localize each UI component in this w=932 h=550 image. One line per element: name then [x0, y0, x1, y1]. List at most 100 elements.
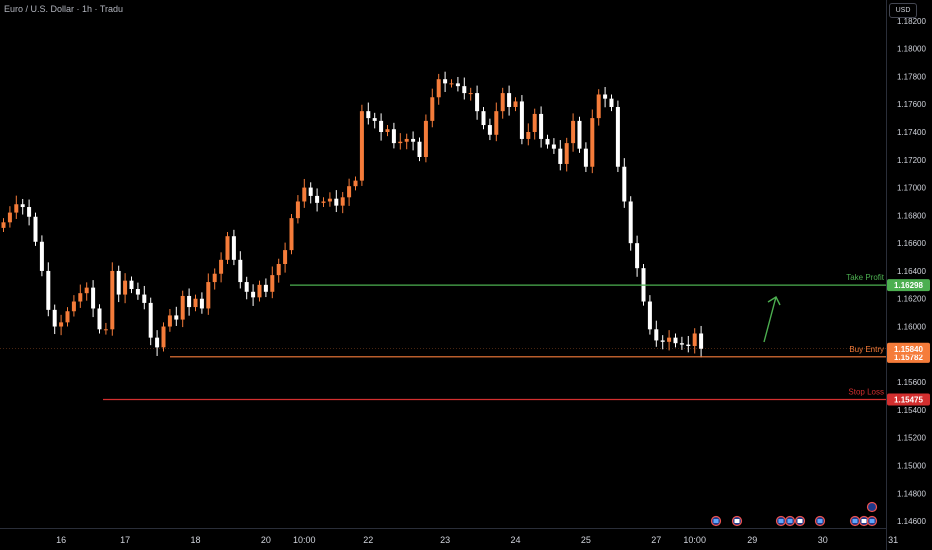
candle-body [449, 83, 454, 85]
event-flag-icon[interactable] [775, 515, 787, 527]
candle-body [590, 118, 595, 167]
candle-body [39, 241, 44, 271]
candle-body [103, 329, 108, 331]
event-flag-inner [852, 519, 858, 523]
candle [571, 113, 576, 152]
candle-body [487, 125, 492, 135]
level-name: Buy Entry [849, 345, 884, 354]
candle-body [20, 204, 25, 208]
candle [539, 106, 544, 148]
candle [500, 87, 505, 119]
candle [423, 114, 428, 163]
candle [513, 97, 518, 112]
candle-body [193, 298, 198, 308]
event-flag-icon[interactable] [849, 515, 861, 527]
candle [206, 273, 211, 315]
current-price-tag [887, 342, 930, 355]
candle-body [359, 111, 364, 181]
candle-body [33, 216, 38, 242]
current-price-label: 1.15840 [894, 345, 923, 354]
candle-body [315, 195, 320, 203]
arrow-shaft [763, 296, 777, 343]
candle [65, 307, 70, 327]
candle-body [500, 93, 505, 112]
candle [366, 102, 371, 125]
candle-body [462, 86, 467, 94]
candle [71, 295, 76, 317]
candle-body [155, 337, 160, 348]
event-flag-icon[interactable] [710, 515, 722, 527]
candle-body [519, 101, 524, 139]
event-flag-icon[interactable] [784, 515, 796, 527]
time-tick-label: 23 [440, 535, 450, 545]
time-tick-label: 24 [510, 535, 520, 545]
candle-body [263, 284, 268, 292]
event-flag-icon[interactable] [794, 515, 806, 527]
candle-body [667, 337, 672, 342]
candle-body [526, 132, 531, 139]
candle-body [475, 93, 480, 112]
candle [590, 109, 595, 174]
candle [257, 280, 262, 302]
event-markers[interactable] [710, 501, 878, 527]
candle [263, 278, 268, 298]
candle [91, 280, 96, 318]
candle-body [199, 298, 204, 309]
candle-body [283, 250, 288, 264]
candle [315, 188, 320, 212]
candle-body [129, 280, 134, 290]
candle [180, 290, 185, 328]
level-stop-loss[interactable]: Stop Loss 1.15475 [103, 387, 930, 406]
candle-body [52, 309, 57, 327]
candle-body [513, 101, 518, 107]
event-flag-icon[interactable] [866, 501, 878, 513]
candle [225, 232, 230, 264]
candle-body [411, 138, 416, 142]
candle [244, 276, 249, 300]
candle-body [379, 120, 384, 132]
candle-body [231, 236, 236, 260]
candle-body [327, 198, 332, 202]
candle-body [583, 148, 588, 167]
candle-body [295, 201, 300, 219]
candle-body [59, 322, 64, 327]
candle [462, 77, 467, 100]
event-flag-icon[interactable] [814, 515, 826, 527]
time-tick-label: 20 [261, 535, 271, 545]
candle [411, 131, 416, 151]
time-axis[interactable]: 16 17 18 20 10:00 22 23 24 25 27 10:00 29 30 31 [56, 535, 898, 545]
candle [103, 322, 108, 335]
candle-body [91, 287, 96, 309]
currency-selector[interactable]: USD [889, 3, 917, 18]
event-flag-icon[interactable] [731, 515, 743, 527]
candle [193, 294, 198, 312]
time-tick-label: 22 [363, 535, 373, 545]
event-flag-inner [869, 519, 875, 523]
candle [417, 137, 422, 162]
time-tick-label: 16 [56, 535, 66, 545]
event-flag-inner [778, 519, 784, 523]
candle-body [270, 275, 275, 292]
candle [46, 262, 51, 317]
candle [174, 306, 179, 326]
price-tick-label: 1.17000 [897, 184, 926, 193]
candle-body [225, 236, 230, 260]
candle-body [276, 264, 281, 276]
candle-body [391, 129, 396, 144]
candle-body [494, 111, 499, 135]
candle-body [436, 79, 441, 98]
candle-body [404, 138, 409, 142]
candle [635, 235, 640, 277]
level-take-profit[interactable]: Take Profit 1.16298 [290, 273, 930, 292]
candle-body [46, 270, 51, 310]
candle [692, 328, 697, 354]
candle [699, 325, 704, 358]
level-price-tag [887, 279, 930, 292]
candle [283, 242, 288, 273]
candle [14, 195, 19, 219]
candle-body [532, 113, 537, 132]
up-arrow-annotation[interactable] [763, 295, 781, 343]
event-flag-icon[interactable] [866, 515, 878, 527]
arrow-head [767, 295, 781, 306]
